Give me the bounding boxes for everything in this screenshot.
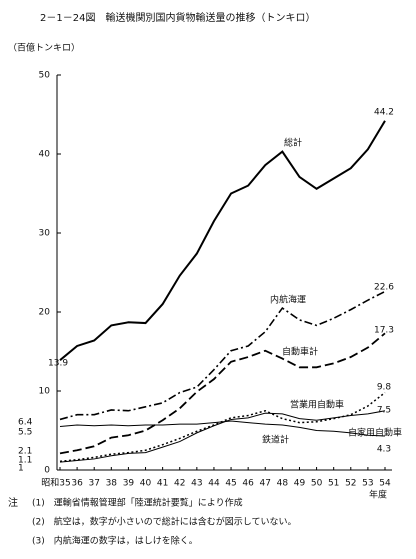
value-label: 17.3 — [374, 326, 394, 336]
value-label: 6.4 — [18, 418, 33, 428]
x-tick-label: 44 — [208, 479, 220, 489]
series-line — [59, 420, 386, 437]
note: (3) 内航海運の数字は，はしけを除く。 — [32, 535, 198, 547]
value-label: 13.9 — [48, 359, 68, 369]
y-tick-label: 10 — [39, 387, 51, 397]
series-line — [59, 332, 386, 455]
x-tick-label: 42 — [174, 479, 185, 489]
y-tick-label: 20 — [39, 308, 51, 318]
x-tick-label: 47 — [260, 479, 271, 489]
series-label: 自動車計 — [282, 346, 318, 358]
series-line — [59, 120, 386, 361]
x-tick-label: 昭和35 — [41, 478, 70, 489]
y-tick-label: 0 — [44, 466, 50, 476]
x-tick-label: 39 — [123, 479, 135, 489]
series-label: 営業用自動車 — [290, 399, 344, 411]
notes-head: 注 — [8, 496, 18, 509]
x-tick-label: 50 — [311, 479, 323, 489]
series-label: 自家用自動車 — [348, 427, 402, 439]
y-tick-label: 50 — [39, 71, 51, 81]
x-tick-label: 48 — [277, 479, 289, 489]
x-tick-label: 53 — [362, 479, 373, 489]
x-tick-label: 49 — [294, 479, 306, 489]
value-label: 9.8 — [377, 383, 392, 393]
y-tick-label: 30 — [39, 229, 51, 239]
series-line — [59, 410, 386, 463]
x-tick-label: 52 — [345, 479, 356, 489]
series-label: 鉄道計 — [262, 434, 289, 446]
value-label: 4.3 — [377, 445, 391, 455]
value-label: 22.6 — [374, 283, 394, 293]
x-tick-label: 46 — [242, 479, 254, 489]
x-tick-label: 51 — [328, 479, 339, 489]
y-axis-label: （百億トンキロ） — [8, 42, 80, 54]
chart-title: 2－1－24図 輸送機関別国内貨物輸送量の推移（トンキロ） — [40, 11, 315, 24]
x-tick-label: 38 — [106, 479, 118, 489]
series-line — [59, 391, 386, 463]
value-label: 1.1 — [18, 456, 32, 466]
value-label: 1 — [18, 464, 24, 474]
y-tick-label: 40 — [39, 150, 51, 160]
x-tick-label: 54 — [379, 479, 391, 489]
note: (1) 運輸省情報管理部「陸運統計要覧」により作成 — [32, 497, 243, 509]
series-label: 総計 — [284, 137, 302, 149]
note: (2) 航空は，数字が小さいので総計には含むが図示していない。 — [32, 516, 296, 528]
value-label: 5.5 — [18, 428, 32, 438]
x-tick-label: 40 — [140, 479, 152, 489]
series-label: 内航海運 — [270, 294, 306, 306]
value-label: 2.1 — [18, 447, 32, 457]
x-tick-label: 37 — [88, 479, 99, 489]
series-line — [59, 290, 386, 421]
x-tick-label: 41 — [157, 479, 168, 489]
x-tick-label: 36 — [71, 479, 83, 489]
value-label: 44.2 — [374, 108, 394, 118]
x-tick-label: 43 — [191, 479, 202, 489]
x-axis-label: 年度 — [369, 489, 387, 501]
x-tick-label: 45 — [225, 479, 236, 489]
value-label: 7.5 — [377, 406, 391, 416]
